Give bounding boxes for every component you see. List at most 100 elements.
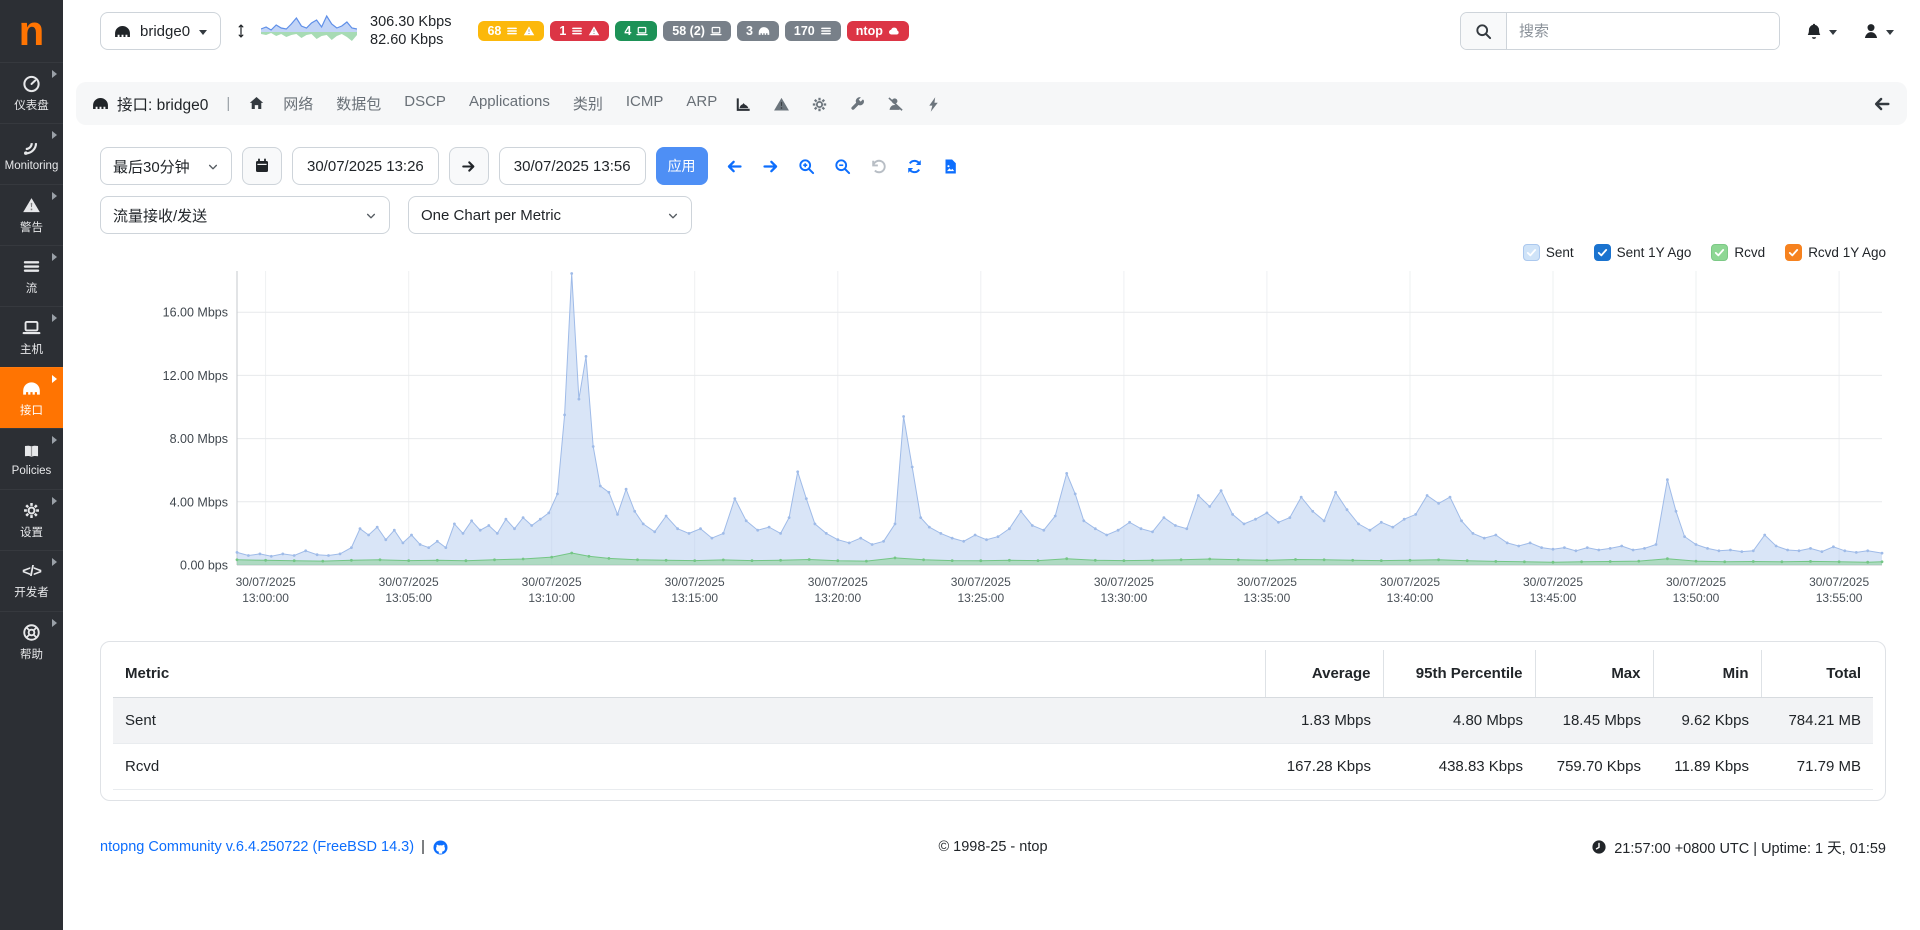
column-header: Max <box>1534 650 1653 698</box>
notifications-menu[interactable] <box>1805 22 1837 40</box>
sidebar-item-settings[interactable]: 设置 <box>0 489 63 550</box>
tab-network[interactable]: 网络 <box>283 96 314 113</box>
home-icon <box>250 97 264 110</box>
chart-mode-select[interactable]: One Chart per Metric <box>408 196 692 234</box>
tab-categories[interactable]: 类别 <box>572 96 603 113</box>
tab-applications[interactable]: Applications <box>468 93 550 110</box>
caret-down-icon <box>199 29 208 35</box>
legend-checkbox[interactable] <box>1711 243 1729 261</box>
action-settings[interactable] <box>811 95 828 112</box>
sidebar-item-monitoring[interactable]: Monitoring <box>0 123 63 184</box>
sidebar-item-label: 接口 <box>20 404 43 417</box>
sidebar-item-flows[interactable]: 流 <box>0 245 63 306</box>
action-live-traffic[interactable] <box>925 95 942 112</box>
home-icon[interactable] <box>248 95 265 113</box>
bridge-icon <box>115 25 130 37</box>
interface-select[interactable]: bridge0 <box>100 12 222 50</box>
arrow-right-icon <box>462 160 475 172</box>
gear-icon <box>813 97 827 111</box>
uptime-status: 21:57:00 +0800 UTC | Uptime: 1 天, 01:59 <box>1614 840 1886 857</box>
version-link[interactable]: ntopng Community v.6.4.250722 (FreeBSD 1… <box>100 839 415 855</box>
search-input[interactable] <box>1507 13 1779 49</box>
action-timeseries[interactable] <box>735 95 752 112</box>
badge-devices[interactable]: 3 <box>736 21 779 41</box>
sidebar-item-label: 仪表盘 <box>14 99 49 112</box>
throughput-rates: 306.30 Kbps 82.60 Kbps <box>370 13 451 49</box>
copyright: © 1998-25 - ntop <box>938 839 1048 855</box>
github-icon[interactable] <box>432 839 449 856</box>
badge-alerts-warning[interactable]: 68 <box>478 21 545 41</box>
person-slash-icon <box>888 96 903 111</box>
legend-item[interactable]: Rcvd <box>1711 243 1766 261</box>
action-exclude-user[interactable] <box>887 95 904 112</box>
legend-checkbox[interactable] <box>1785 243 1803 261</box>
sidebar-item-label: Monitoring <box>4 159 59 172</box>
table-cell: 784.21 MB <box>1761 697 1873 744</box>
svg-text:8.00 Mbps: 8.00 Mbps <box>170 432 228 446</box>
sidebar-item-developer[interactable]: </> 开发者 <box>0 550 63 611</box>
search-icon <box>1476 23 1492 39</box>
tab-packets[interactable]: 数据包 <box>336 96 382 113</box>
bridge-icon <box>758 27 770 35</box>
traffic-timeseries-chart[interactable]: 16.00 Mbps 12.00 Mbps 8.00 Mbps 4.00 Mbps 0.… <box>100 265 1886 617</box>
tab-icmp[interactable]: ICMP <box>625 93 664 110</box>
start-datetime-input[interactable]: 30/07/2025 13:26 <box>292 147 439 185</box>
wrench-icon <box>851 96 865 110</box>
refresh-button[interactable] <box>906 158 923 175</box>
legend-label: Rcvd <box>1734 244 1766 260</box>
action-alerts[interactable] <box>773 95 790 112</box>
badge-label: 3 <box>745 24 753 38</box>
caret-right-icon <box>52 436 57 444</box>
legend-item[interactable]: Sent <box>1522 243 1574 261</box>
time-range-select[interactable]: 最后30分钟 <box>100 147 232 185</box>
end-datetime-input[interactable]: 30/07/2025 13:56 <box>498 147 646 185</box>
svg-text:13:30:00: 13:30:00 <box>1101 591 1148 605</box>
tab-arp[interactable]: ARP <box>686 93 718 110</box>
sidebar-item-interfaces[interactable]: 接口 <box>0 367 63 428</box>
badge-local-hosts[interactable]: 4 <box>615 21 658 41</box>
export-image-button[interactable] <box>942 158 959 175</box>
laptop-icon <box>710 26 722 36</box>
warning-icon <box>774 97 790 110</box>
sidebar-item-hosts[interactable]: 主机 <box>0 306 63 367</box>
sidebar-item-help[interactable]: 帮助 <box>0 611 63 672</box>
app-logo[interactable]: n <box>18 7 45 54</box>
separator: | <box>421 839 425 855</box>
sidebar-item-alerts[interactable]: 警告 <box>0 184 63 245</box>
metrics-table: Metric Average 95th Percentile Max Min Total … <box>113 650 1873 790</box>
table-cell: 1.83 Mbps <box>1265 697 1383 744</box>
legend-checkbox[interactable] <box>1593 243 1611 261</box>
svg-text:30/07/2025: 30/07/2025 <box>236 575 296 589</box>
badge-label: 68 <box>487 24 502 38</box>
pan-right-button[interactable] <box>762 158 779 175</box>
legend-item[interactable]: Rcvd 1Y Ago <box>1785 243 1886 261</box>
sidebar-nav: 仪表盘 Monitoring 警告 流 主机 接口 Policies 设置 </… <box>0 62 63 672</box>
zoom-in-button[interactable] <box>798 158 815 175</box>
search-button[interactable] <box>1461 13 1507 49</box>
interface-title: 接口: bridge0 <box>92 93 208 115</box>
back-arrow-icon[interactable] <box>1873 94 1891 112</box>
badge-ntop-news[interactable]: ntop <box>846 21 909 41</box>
user-menu[interactable] <box>1862 22 1894 40</box>
svg-text:30/07/2025: 30/07/2025 <box>808 575 868 589</box>
sidebar-item-policies[interactable]: Policies <box>0 428 63 489</box>
sidebar-item-dashboard[interactable]: 仪表盘 <box>0 62 63 123</box>
metric-select[interactable]: 流量接收/发送 <box>100 196 390 234</box>
undo-button[interactable] <box>870 158 887 175</box>
tab-dscp[interactable]: DSCP <box>404 93 446 110</box>
apply-button[interactable]: 应用 <box>655 147 708 185</box>
calendar-button[interactable] <box>242 147 282 185</box>
bridge-icon <box>23 381 40 395</box>
action-tools[interactable] <box>849 95 866 112</box>
chevron-down-icon <box>366 213 376 219</box>
pan-left-button[interactable] <box>726 158 743 175</box>
zoom-out-button[interactable] <box>834 158 851 175</box>
legend-checkbox[interactable] <box>1522 243 1540 261</box>
badge-remote-hosts[interactable]: 58 (2) <box>663 21 731 41</box>
zoom-out-icon <box>834 159 850 174</box>
svg-text:30/07/2025: 30/07/2025 <box>1237 575 1297 589</box>
svg-text:13:15:00: 13:15:00 <box>671 591 718 605</box>
badge-flows[interactable]: 170 <box>784 21 841 41</box>
badge-alerts-error[interactable]: 1 <box>550 21 610 41</box>
legend-item[interactable]: Sent 1Y Ago <box>1593 243 1691 261</box>
